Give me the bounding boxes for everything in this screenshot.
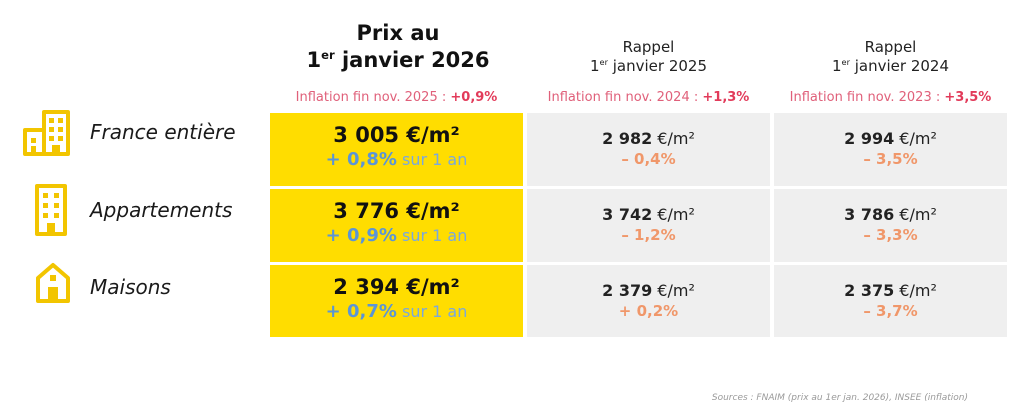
apartment-building-icon — [34, 183, 68, 241]
change-2025: – 0,4% — [621, 150, 676, 168]
reminder-2024-header: Rappel 1er janvier 2024 — [774, 38, 1007, 76]
price-2025: 2 379 — [602, 281, 653, 300]
price-2025-cell-france: 2 982 €/m² – 0,4% — [527, 113, 770, 186]
current-change: + 0,7% — [325, 301, 397, 322]
buildings-icon — [22, 108, 72, 162]
current-price: 2 394 €/m² — [333, 275, 460, 299]
reminder-2024-line1: Rappel — [864, 38, 917, 56]
inflation-note-2024: Inflation fin nov. 2024 : +1,3% — [547, 90, 750, 105]
sources-note: Sources : FNAIM (prix au 1er jan. 2026),… — [711, 393, 968, 403]
current-header-ordinal-sup: er — [321, 48, 335, 62]
row-label-appartements: Appartements — [90, 198, 233, 222]
current-period: sur 1 an — [396, 150, 468, 169]
current-change: + 0,8% — [325, 149, 397, 170]
price-2024-cell-maisons: 2 375 €/m² – 3,7% — [774, 265, 1007, 337]
change-2025: + 0,2% — [618, 302, 679, 320]
price-2024: 2 994 — [844, 129, 895, 148]
price-2025: 2 982 — [602, 129, 653, 148]
current-price: 3 776 €/m² — [333, 199, 460, 223]
price-2025-cell-maisons: 2 379 €/m² + 0,2% — [527, 265, 770, 337]
change-2024: – 3,5% — [863, 150, 918, 168]
change-2025: – 1,2% — [621, 226, 676, 244]
current-period: sur 1 an — [396, 226, 468, 245]
reminder-2024-ordinal: 1 — [831, 57, 842, 75]
current-price-cell-france: 3 005 €/m² + 0,8% sur 1 an — [270, 113, 523, 186]
change-2024: – 3,7% — [863, 302, 918, 320]
current-header-ordinal: 1 — [306, 48, 322, 72]
reminder-2024-date: janvier 2024 — [849, 57, 950, 75]
current-price-cell-maisons: 2 394 €/m² + 0,7% sur 1 an — [270, 265, 523, 337]
reminder-2025-ordinal: 1 — [589, 57, 600, 75]
reminder-2025-ordinal-sup: er — [599, 57, 608, 67]
price-2024-unit: €/m² — [894, 205, 937, 224]
house-icon — [35, 262, 71, 308]
reminder-2025-date: janvier 2025 — [607, 57, 708, 75]
price-2025-unit: €/m² — [652, 205, 695, 224]
price-2024-cell-appartements: 3 786 €/m² – 3,3% — [774, 189, 1007, 262]
price-2025: 3 742 — [602, 205, 653, 224]
current-period: sur 1 an — [396, 302, 468, 321]
current-price-header: Prix au 1er janvier 2026 — [272, 20, 524, 74]
current-change: + 0,9% — [325, 225, 397, 246]
price-2024-unit: €/m² — [894, 281, 937, 300]
reminder-2024-ordinal-sup: er — [841, 57, 850, 67]
reminder-2025-header: Rappel 1er janvier 2025 — [527, 38, 770, 76]
current-header-line1: Prix au — [356, 21, 440, 45]
price-2025-unit: €/m² — [652, 281, 695, 300]
price-2025-unit: €/m² — [652, 129, 695, 148]
price-2024: 2 375 — [844, 281, 895, 300]
reminder-2025-line1: Rappel — [622, 38, 675, 56]
current-header-date: janvier 2026 — [334, 48, 490, 72]
current-price-cell-appartements: 3 776 €/m² + 0,9% sur 1 an — [270, 189, 523, 262]
price-2025-cell-appartements: 3 742 €/m² – 1,2% — [527, 189, 770, 262]
row-label-maisons: Maisons — [90, 275, 171, 299]
price-2024: 3 786 — [844, 205, 895, 224]
current-price: 3 005 €/m² — [333, 123, 460, 147]
price-2024-unit: €/m² — [894, 129, 937, 148]
inflation-note-2023: Inflation fin nov. 2023 : +3,5% — [789, 90, 992, 105]
row-label-france: France entière — [90, 120, 236, 144]
change-2024: – 3,3% — [863, 226, 918, 244]
inflation-note-2025: Inflation fin nov. 2025 : +0,9% — [295, 90, 498, 105]
price-2024-cell-france: 2 994 €/m² – 3,5% — [774, 113, 1007, 186]
